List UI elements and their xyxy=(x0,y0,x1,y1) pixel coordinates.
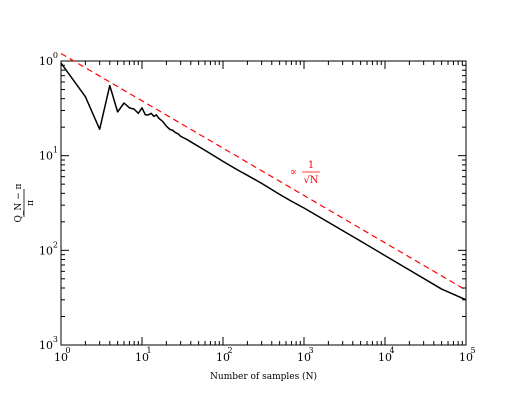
x-tick-label: 104 xyxy=(378,346,395,364)
plot-area xyxy=(60,52,467,346)
y-tick-label-base: 10 xyxy=(39,55,53,68)
x-tick-label: 102 xyxy=(216,346,233,364)
annotation-label: ∝ 1 √N xyxy=(290,160,320,186)
y-tick-label-exponent: 3 xyxy=(53,335,58,344)
annotation-proportional: ∝ xyxy=(290,167,297,178)
x-tick-label-base: 10 xyxy=(297,351,311,364)
y-tick-label-exponent: 1 xyxy=(53,146,58,155)
x-tick-label-base: 10 xyxy=(54,351,68,364)
ticks-layer xyxy=(60,60,467,346)
y-tick-label: 10 1 xyxy=(39,146,58,163)
y-tick-label: 10 3 xyxy=(39,335,58,352)
y-tick-label-base: 10 xyxy=(39,150,53,163)
y-label-denominator: π xyxy=(26,200,36,206)
x-tick-label-base: 10 xyxy=(378,351,392,364)
plot-frame xyxy=(60,60,467,346)
x-tick-label-exponent: 5 xyxy=(470,346,475,355)
y-label-numerator: Q_N − π xyxy=(14,183,24,222)
y-tick-label: 10 2 xyxy=(39,240,58,257)
annotation-denominator: √N xyxy=(303,175,318,186)
y-tick-label-exponent: 2 xyxy=(53,240,58,249)
x-tick-label-exponent: 3 xyxy=(308,346,313,355)
series-layer xyxy=(60,52,467,301)
x-tick-label-base: 10 xyxy=(135,351,149,364)
y-tick-label-base: 10 xyxy=(39,339,53,352)
x-tick-label-base: 10 xyxy=(216,351,230,364)
x-tick-label: 103 xyxy=(297,346,314,364)
x-tick-label: 105 xyxy=(459,346,476,364)
x-tick-label: 100 xyxy=(54,346,71,364)
reference-line-dashed xyxy=(60,52,467,291)
x-tick-label-exponent: 1 xyxy=(146,346,151,355)
x-axis-label: Number of samples (N) xyxy=(210,371,317,382)
error-series-line xyxy=(60,62,467,301)
x-tick-label-exponent: 2 xyxy=(227,346,232,355)
x-tick-label-exponent: 0 xyxy=(65,346,70,355)
x-tick-label-exponent: 4 xyxy=(389,346,394,355)
x-tick-label: 101 xyxy=(135,346,152,364)
y-tick-label-exponent: 0 xyxy=(53,51,58,60)
annotation-numerator: 1 xyxy=(308,160,314,171)
y-tick-label: 10 0 xyxy=(39,51,58,68)
x-tick-label-base: 10 xyxy=(459,351,473,364)
y-tick-label-base: 10 xyxy=(39,244,53,257)
